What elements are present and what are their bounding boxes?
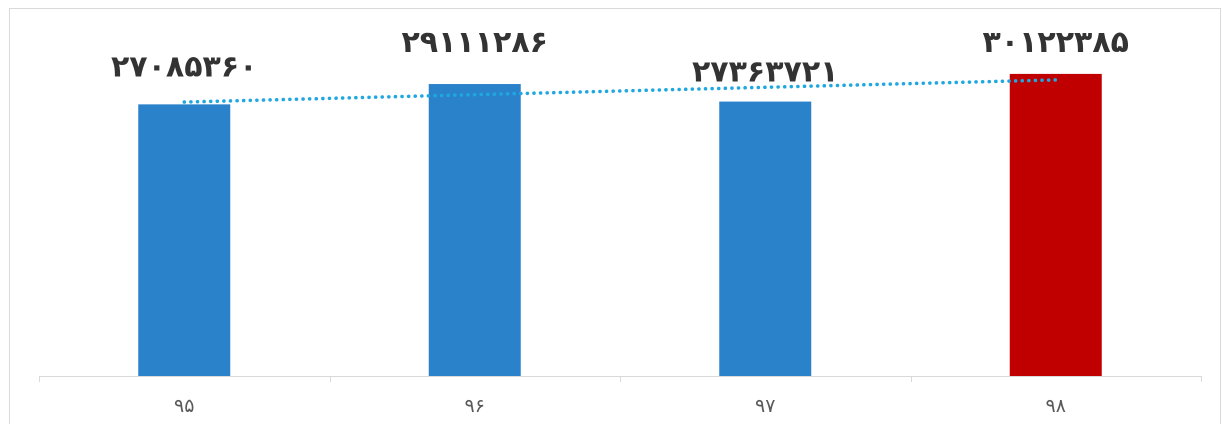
x-tick-label-2: ۹۶ bbox=[465, 395, 485, 417]
data-label-3: ۲۷۳۶۳۷۲۱ bbox=[692, 55, 838, 90]
bar-4 bbox=[1009, 73, 1102, 376]
data-label-2: ۲۹۱۱۱۲۸۶ bbox=[402, 25, 548, 60]
data-label-4: ۳۰۱۲۲۳۸۵ bbox=[983, 25, 1129, 60]
bars-group bbox=[138, 73, 1102, 376]
x-tick-label-1: ۹۵ bbox=[174, 395, 194, 417]
data-label-1: ۲۷۰۸۵۳۶۰ bbox=[111, 49, 257, 84]
trendline bbox=[182, 78, 1058, 104]
x-tick-label-3: ۹۷ bbox=[755, 395, 775, 417]
trendline-group bbox=[182, 78, 1058, 104]
bar-1 bbox=[138, 104, 231, 376]
bar-2 bbox=[428, 84, 521, 376]
data-labels-group: ۲۷۰۸۵۳۶۰ ۲۹۱۱۱۲۸۶ ۲۷۳۶۳۷۲۱ ۳۰۱۲۲۳۸۵ bbox=[111, 25, 1129, 90]
bar-3 bbox=[719, 101, 812, 376]
x-axis: ۹۵ ۹۶ ۹۷ ۹۸ bbox=[39, 376, 1202, 417]
x-tick-label-4: ۹۸ bbox=[1046, 395, 1066, 417]
